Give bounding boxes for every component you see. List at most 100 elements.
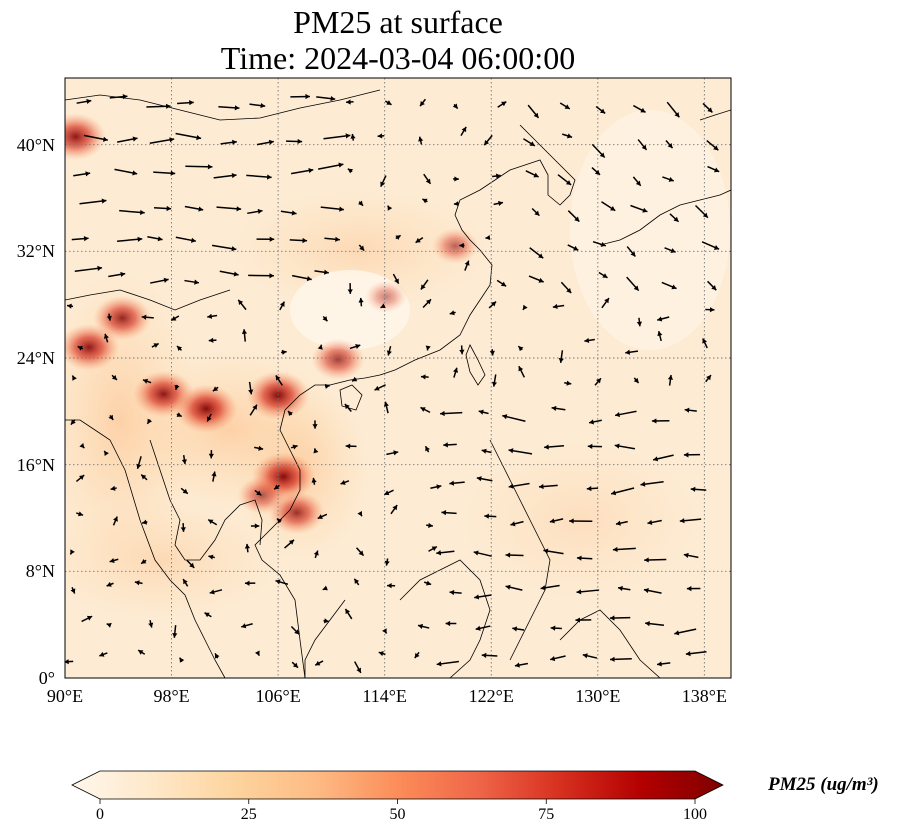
- lat-tick-label: 16°N: [16, 454, 55, 475]
- wind-arrow: [150, 277, 169, 284]
- wind-arrow: [637, 139, 648, 151]
- wind-arrow: [527, 104, 540, 119]
- wind-arrow: [211, 471, 217, 482]
- wind-arrow: [502, 414, 526, 422]
- wind-arrow: [510, 520, 524, 527]
- wind-arrow: [460, 126, 467, 137]
- wind-arrow: [575, 617, 592, 623]
- wind-arrow: [170, 315, 180, 322]
- lat-tick-label: 0°: [38, 668, 55, 688]
- wind-arrow: [108, 414, 114, 421]
- wind-arrow: [475, 625, 491, 631]
- wind-arrow: [358, 244, 365, 252]
- wind-arrow: [344, 403, 352, 412]
- wind-arrow: [686, 586, 701, 592]
- wind-arrow: [322, 315, 328, 322]
- wind-arrow: [491, 374, 498, 387]
- wind-arrow: [523, 138, 536, 147]
- colorbar-tick-label: 50: [389, 806, 406, 823]
- pm25-hotspot: [65, 324, 120, 371]
- wind-arrow: [70, 419, 76, 426]
- wind-arrow: [185, 164, 213, 170]
- wind-arrow: [702, 102, 713, 113]
- wind-arrow: [323, 618, 329, 624]
- lon-tick-label: 90°E: [46, 686, 84, 706]
- wind-arrow: [182, 578, 189, 587]
- wind-arrow: [508, 482, 530, 489]
- wind-arrow: [489, 349, 495, 356]
- wind-arrow: [508, 448, 533, 455]
- wind-arrow: [172, 625, 178, 638]
- wind-arrow: [582, 653, 598, 659]
- wind-arrow: [640, 480, 664, 487]
- wind-arrow: [518, 365, 526, 378]
- wind-arrow: [377, 133, 385, 139]
- wind-arrow: [651, 418, 670, 424]
- wind-arrow: [374, 384, 386, 391]
- wind-arrow: [657, 316, 670, 322]
- wind-arrow: [626, 276, 640, 292]
- wind-arrow: [151, 342, 160, 348]
- wind-arrow: [140, 474, 148, 481]
- wind-arrow: [702, 338, 708, 349]
- wind-arrow: [562, 133, 573, 139]
- wind-arrow: [386, 345, 392, 356]
- plot-subtitle-time: Time: 2024-03-04 06:00:00: [220, 40, 576, 76]
- wind-arrow: [419, 98, 426, 107]
- wind-arrow: [247, 208, 263, 215]
- wind-arrow: [353, 661, 362, 674]
- wind-arrow: [249, 102, 266, 109]
- wind-arrow: [645, 621, 665, 627]
- wind-arrow: [601, 297, 610, 309]
- wind-arrow: [614, 410, 637, 418]
- wind-arrow: [690, 486, 707, 492]
- wind-arrow: [683, 552, 699, 559]
- wind-arrow: [146, 103, 171, 109]
- wind-arrow: [598, 271, 608, 279]
- wind-arrow: [594, 377, 602, 386]
- wind-arrow: [184, 205, 204, 212]
- wind-arrow: [674, 628, 697, 636]
- lon-tick-label: 98°E: [153, 686, 190, 706]
- wind-arrow: [181, 454, 187, 465]
- wind-arrow: [418, 136, 424, 145]
- wind-arrow: [617, 585, 631, 592]
- wind-arrow: [522, 304, 528, 311]
- wind-arrow: [383, 489, 394, 496]
- wind-arrow: [276, 518, 283, 524]
- wind-arrow: [420, 406, 431, 414]
- wind-arrow: [279, 301, 286, 311]
- wind-arrow: [153, 170, 176, 176]
- wind-arrow: [256, 139, 274, 146]
- wind-arrow: [576, 589, 600, 595]
- wind-arrow: [478, 409, 489, 415]
- wind-arrow: [694, 204, 709, 219]
- wind-arrow: [610, 656, 632, 662]
- wind-arrow: [591, 143, 606, 159]
- wind-arrow: [114, 168, 138, 176]
- wind-arrow: [664, 247, 676, 253]
- wind-arrow: [665, 140, 674, 149]
- wind-arrow: [344, 608, 353, 620]
- wind-arrow: [324, 236, 340, 242]
- wind-arrow: [137, 649, 146, 655]
- wind-arrow: [505, 584, 523, 591]
- wind-arrow: [248, 273, 274, 279]
- wind-arrow: [449, 480, 465, 486]
- wind-arrow: [353, 578, 360, 586]
- wind-arrow: [512, 626, 525, 632]
- wind-arrow: [584, 337, 595, 343]
- wind-arrow: [707, 280, 717, 291]
- lon-tick-label: 130°E: [575, 686, 621, 706]
- wind-arrow: [632, 104, 646, 113]
- wind-arrow: [108, 271, 126, 278]
- wind-arrow: [633, 377, 640, 384]
- wind-arrow: [440, 410, 463, 417]
- wind-arrow: [685, 651, 707, 657]
- wind-arrow: [420, 374, 429, 380]
- wind-arrow: [459, 242, 465, 249]
- wind-arrow: [453, 367, 459, 378]
- wind-arrow: [423, 580, 432, 586]
- wind-arrow: [661, 281, 677, 290]
- lat-tick-label: 8°N: [25, 561, 55, 582]
